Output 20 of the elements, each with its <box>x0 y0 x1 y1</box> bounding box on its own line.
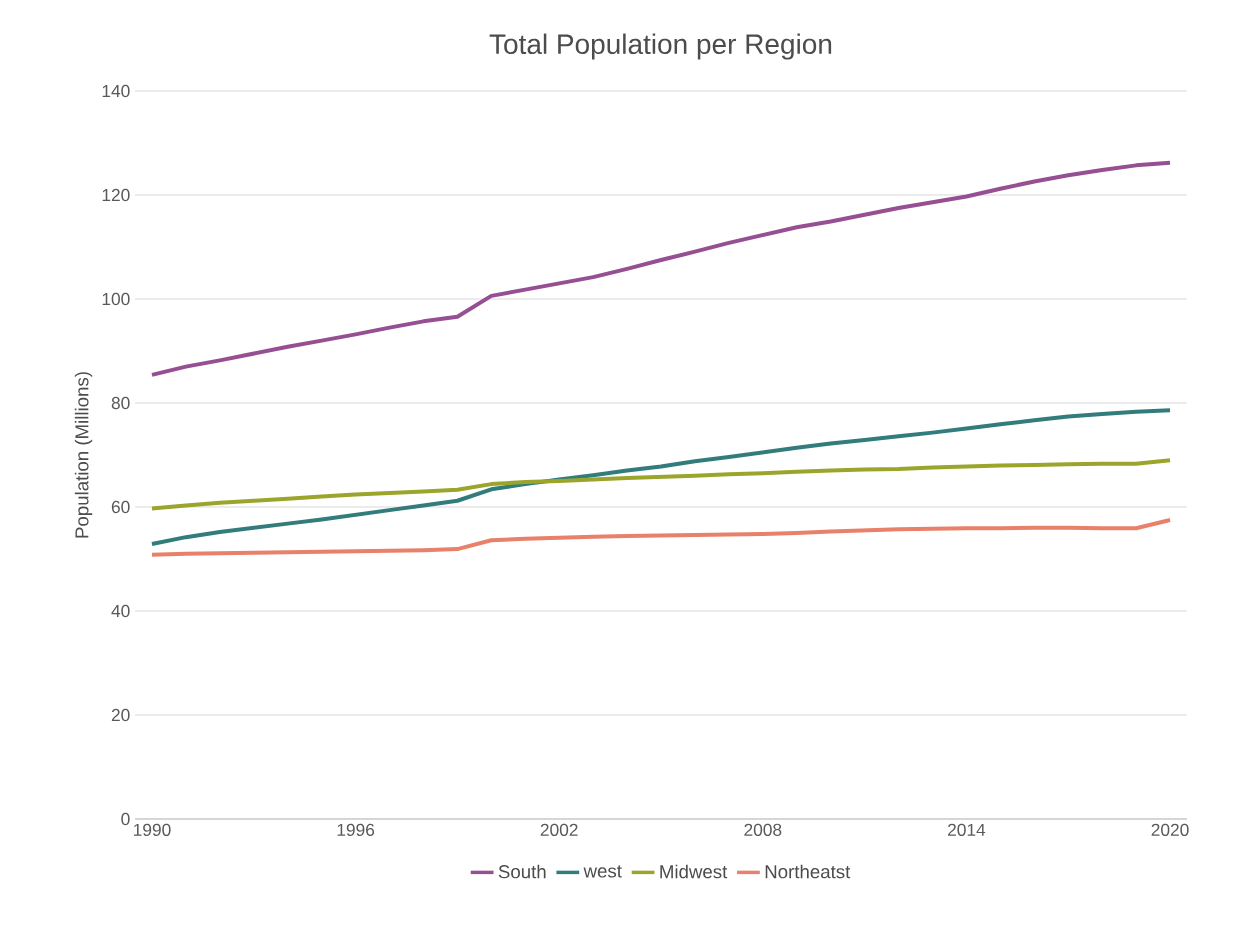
x-tick-label: 2002 <box>540 823 578 836</box>
y-tick-label: 100 <box>102 292 130 306</box>
y-tick-label: 120 <box>102 188 130 202</box>
y-tick-label: 20 <box>111 708 130 722</box>
x-tick-label: 2014 <box>948 823 986 836</box>
legend-label: South <box>498 864 546 879</box>
legend-label: west <box>583 865 622 878</box>
y-tick-label: 40 <box>111 604 130 618</box>
x-tick-label: 1996 <box>337 823 375 836</box>
y-axis-title: Population (Millions) <box>74 372 93 538</box>
y-tick-label: 60 <box>111 500 130 514</box>
y-tick-label: 0 <box>121 812 130 826</box>
x-tick-label: 2008 <box>744 823 782 836</box>
chart-title: Total Population per Region <box>489 33 832 60</box>
x-tick-label: 1990 <box>134 823 171 836</box>
y-tick-label: 140 <box>102 84 130 98</box>
legend-label: Midwest <box>660 864 728 879</box>
legend-label: Northeatst <box>765 864 851 879</box>
y-tick-label: 80 <box>111 396 130 410</box>
x-tick-label: 2020 <box>1151 823 1189 836</box>
